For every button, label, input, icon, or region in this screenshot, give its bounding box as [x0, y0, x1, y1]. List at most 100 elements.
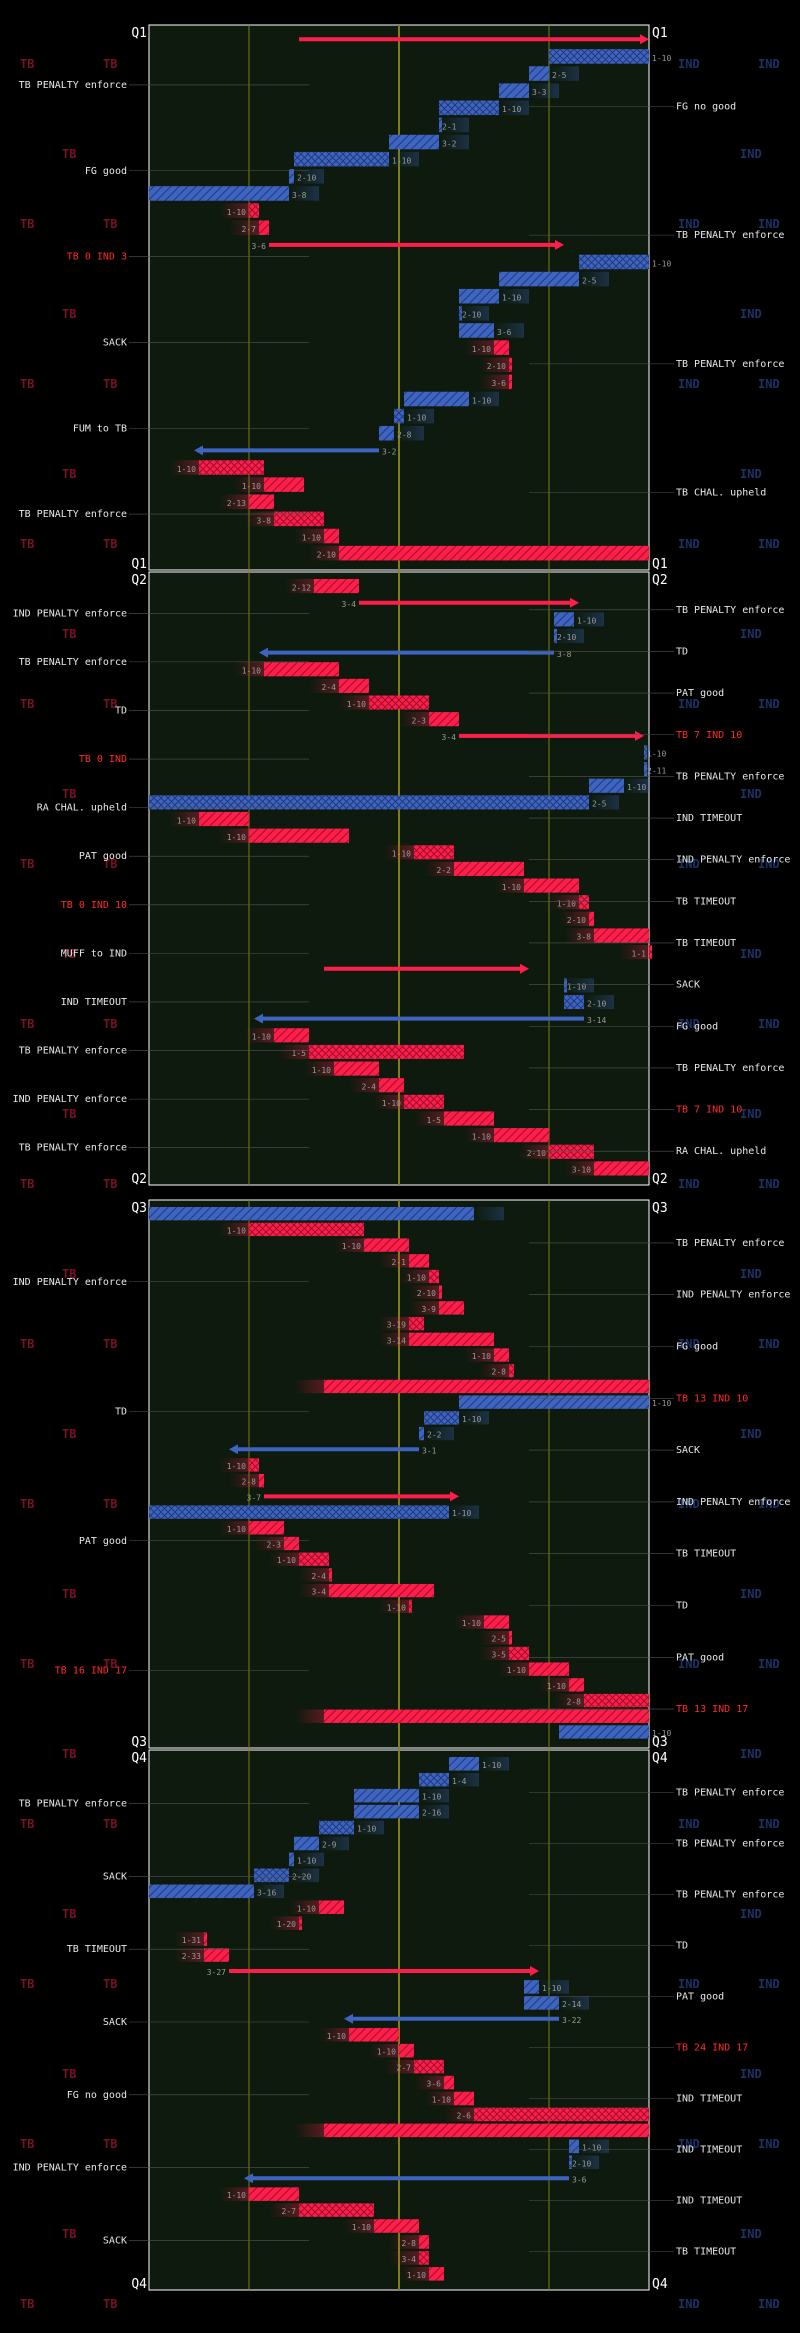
watermark-ind: IND [678, 1497, 700, 1511]
down-distance-label: 2-12 [292, 583, 311, 592]
play-fade-tb [304, 1061, 334, 1076]
play-fade-ind [474, 1207, 504, 1221]
play-arrowhead-tb [570, 597, 579, 608]
play-fade-ind [494, 323, 524, 338]
play-fade-tb [269, 2203, 299, 2217]
down-distance-label: 3-2 [442, 139, 457, 148]
watermark-ind: IND [678, 857, 700, 871]
right-event-note: PAT good [676, 688, 724, 699]
play-bar-ind [559, 1725, 649, 1739]
play-fade-tb [284, 579, 314, 594]
play-fade-tb [269, 1552, 299, 1566]
play-bar-ind [149, 1505, 449, 1519]
right-event-note: FG good [676, 1021, 718, 1032]
play-fade-ind [644, 762, 649, 777]
right-event-note: TB CHAL. upheld [676, 488, 766, 499]
play-bar-tb [299, 1552, 329, 1566]
watermark-tb: TB [62, 147, 76, 161]
right-event-note: IND TIMEOUT [676, 2094, 742, 2105]
watermark-ind: IND [758, 1657, 780, 1671]
play-bar-tb [204, 1932, 207, 1946]
play-arrowhead-tb [555, 239, 564, 250]
right-event-note: IND TIMEOUT [676, 813, 742, 824]
down-distance-label: 2-8 [492, 1368, 507, 1377]
play-bar-tb [404, 1094, 444, 1109]
right-event-note: TB 13 IND 17 [676, 1704, 748, 1715]
play-bar-ind [149, 1884, 254, 1899]
right-event-note: TB PENALTY enforce [676, 1063, 784, 1074]
watermark-ind: IND [678, 2137, 700, 2151]
watermark-tb: TB [20, 1017, 34, 1031]
play-bar-ind [294, 1836, 319, 1851]
right-event-note: RA CHAL. upheld [676, 1146, 766, 1157]
play-fade-ind [449, 1772, 479, 1787]
play-bar-tb [409, 1599, 412, 1613]
play-bar-tb [439, 1285, 442, 1299]
watermark-tb: TB [62, 2227, 76, 2241]
watermark-tb: TB [103, 57, 117, 71]
down-distance-label: 1-10 [177, 816, 196, 825]
event-notes: TB PENALTY enforce FG good TB 0 IND 3 SACK F… [13, 80, 791, 2258]
play-bar-tb [399, 2043, 414, 2058]
play-fade-tb [414, 1111, 444, 1126]
down-distance-label: 3-6 [252, 242, 267, 251]
watermark-tb: TB [20, 697, 34, 711]
down-distance-label: 3-16 [257, 1888, 276, 1897]
down-distance-label: 1-10 [407, 413, 426, 422]
left-event-note: PAT good [79, 851, 127, 862]
right-event-note: SACK [676, 980, 700, 991]
play-bar-tb [199, 460, 264, 475]
play-bar-tb [259, 1474, 264, 1488]
down-distance-label: 1-10 [227, 208, 246, 217]
play-bar-tb [274, 511, 324, 527]
play-fade-ind [404, 408, 434, 424]
watermark-tb: TB [20, 857, 34, 871]
left-event-note: SACK [103, 1871, 127, 1882]
right-event-note: IND PENALTY enforce [676, 855, 790, 866]
watermark-ind: IND [740, 147, 762, 161]
down-distance-label: 3-8 [557, 650, 572, 659]
play-fade-ind [319, 1836, 349, 1851]
right-event-note: IND TIMEOUT [676, 2145, 742, 2156]
watermark-tb: TB [62, 307, 76, 321]
watermark-ind: IND [758, 1337, 780, 1351]
watermark-tb: TB [62, 1907, 76, 1921]
play-fade-tb [499, 1662, 529, 1676]
watermark-tb: TB [62, 947, 76, 961]
watermark-ind: IND [678, 1337, 700, 1351]
down-distance-label: 3-1 [422, 1446, 437, 1455]
play-bar-tb [594, 1161, 649, 1176]
down-distance-label: 1-10 [242, 667, 261, 676]
down-distance-label: 3-4 [402, 2255, 417, 2264]
watermark-ind: IND [740, 2227, 762, 2241]
watermark-ind: IND [678, 537, 700, 551]
down-distance-label: 1-10 [347, 700, 366, 709]
down-distance-label: 2-13 [227, 499, 246, 508]
play-fade-tb [384, 2059, 414, 2074]
right-event-note: TB 13 IND 10 [676, 1393, 748, 1404]
play-bar-tb [549, 1144, 594, 1159]
play-bar-tb [429, 712, 459, 727]
play-bar-tb [339, 545, 649, 561]
down-distance-label: 2-8 [242, 1478, 257, 1487]
down-distance-label: 2-1 [392, 1258, 407, 1267]
play-fade-tb [219, 2187, 249, 2201]
watermark-tb: TB [20, 2137, 34, 2151]
play-bar-ind [149, 186, 289, 201]
play-bar-ind [394, 408, 404, 424]
down-distance-label: 1-10 [652, 1729, 671, 1738]
watermark-tb: TB [20, 1337, 34, 1351]
down-distance-label: 2-3 [412, 716, 427, 725]
down-distance-label: 1-1 [632, 949, 647, 958]
watermark-ind: IND [678, 217, 700, 231]
play-fade-ind [479, 1757, 509, 1771]
down-distance-label: 1-10 [277, 1556, 296, 1565]
watermark-ind: IND [758, 1017, 780, 1031]
play-fade-tb [219, 1521, 249, 1535]
down-distance-label: 2-11 [647, 766, 666, 775]
quarter-label-top-left: Q4 [131, 1751, 147, 1766]
right-event-note: TB PENALTY enforce [676, 1238, 784, 1249]
play-fade-tb [399, 2267, 429, 2281]
play-bar-tb [364, 1238, 409, 1252]
down-distance-label: 1-10 [357, 1825, 376, 1834]
